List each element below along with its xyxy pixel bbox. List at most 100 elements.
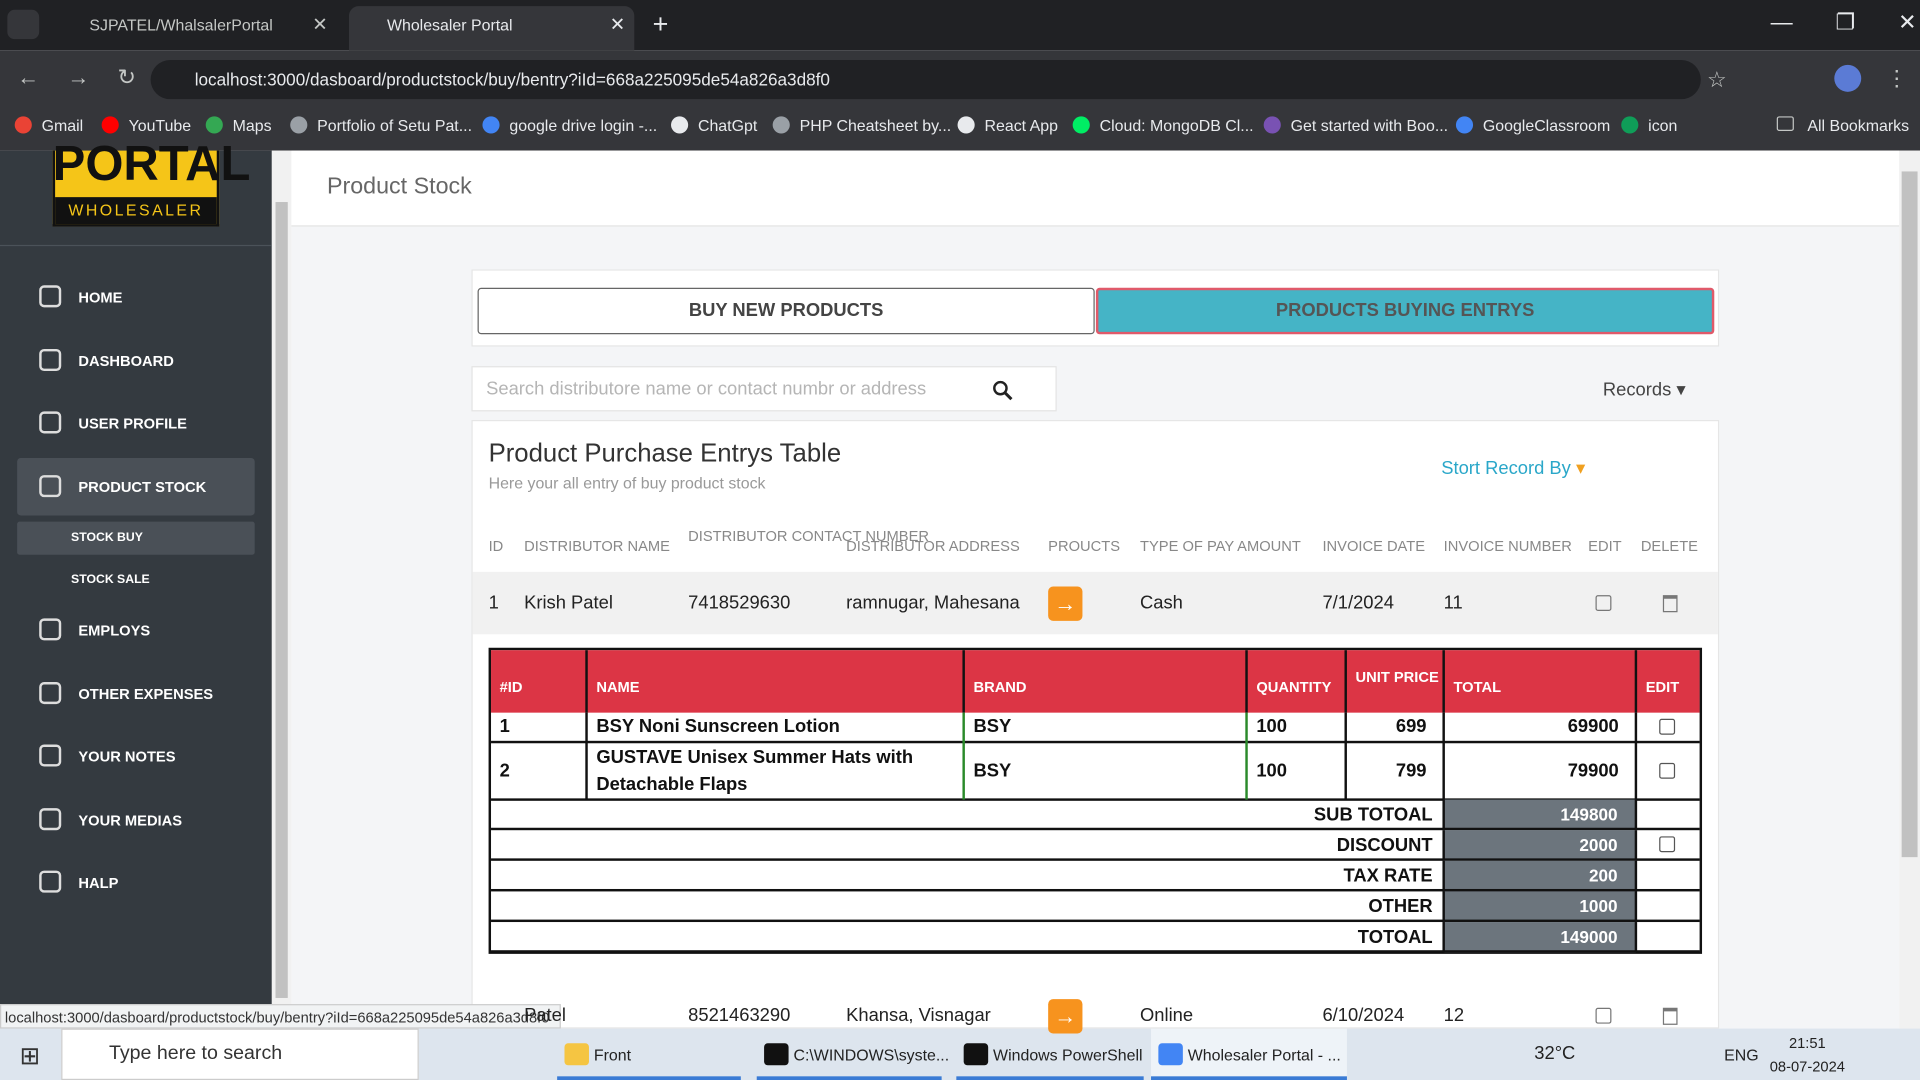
products-button[interactable]: →: [1048, 999, 1083, 1034]
app-underline[interactable]: [756, 1076, 942, 1080]
nav-item[interactable]: PRODUCT STOCK: [78, 478, 207, 496]
bookmark-icon[interactable]: [1263, 116, 1281, 134]
app-underline[interactable]: [1151, 1076, 1347, 1080]
bookmark-icon[interactable]: [671, 116, 689, 134]
search-placeholder[interactable]: Search distributore name or contact numb…: [486, 378, 927, 400]
nav-icon[interactable]: [39, 285, 62, 308]
app-label[interactable]: Front: [593, 1045, 632, 1065]
bookmark[interactable]: Maps: [232, 116, 272, 135]
active-app[interactable]: [1151, 1028, 1347, 1080]
sort-label[interactable]: Stort Record By: [1441, 457, 1571, 479]
profile[interactable]: [1834, 64, 1862, 92]
nav-buttons[interactable]: ← → ↻: [17, 64, 137, 90]
nav-sub-active[interactable]: [17, 521, 255, 555]
start-button[interactable]: ⊞: [19, 1043, 41, 1071]
bookmark[interactable]: Portfolio of Setu Pat...: [317, 116, 473, 135]
taskbar-search-text[interactable]: Type here to search: [108, 1043, 283, 1065]
tab-close[interactable]: ✕: [312, 14, 328, 36]
url[interactable]: localhost:3000/dasboard/productstock/buy…: [194, 69, 830, 90]
bookmark[interactable]: PHP Cheatsheet by...: [799, 116, 952, 135]
tab-button[interactable]: BUY NEW PRODUCTS: [477, 287, 1095, 335]
tab-close[interactable]: ✕: [609, 14, 626, 36]
bookmark-icon[interactable]: [957, 116, 975, 134]
nav-active[interactable]: [17, 457, 255, 516]
edit-icon[interactable]: [1659, 836, 1676, 853]
scroll-thumb[interactable]: [275, 202, 288, 998]
app-icon[interactable]: [963, 1043, 989, 1066]
bookmark-icon[interactable]: [772, 116, 790, 134]
nav-icon[interactable]: [39, 348, 62, 372]
bookmark-icon[interactable]: [482, 116, 500, 134]
nav-item[interactable]: USER PROFILE: [78, 415, 187, 433]
edit-icon[interactable]: [1659, 718, 1676, 735]
bookmark-icon[interactable]: [101, 116, 119, 134]
app-underline[interactable]: [557, 1076, 741, 1080]
app-underline[interactable]: [956, 1076, 1144, 1080]
bookmark-icon[interactable]: [1072, 116, 1090, 134]
bookmark[interactable]: YouTube: [128, 116, 192, 135]
nav-subitem[interactable]: STOCK SALE: [71, 573, 150, 587]
nav-item[interactable]: EMPLOYS: [78, 622, 151, 640]
clock-date[interactable]: 08-07-2024: [1769, 1057, 1845, 1076]
all-bookmarks[interactable]: All Bookmarks: [1807, 116, 1910, 135]
sort-dropdown[interactable]: Stort Record By ▾: [1441, 457, 1586, 479]
weather[interactable]: 32°C: [1534, 1043, 1576, 1065]
tab-title[interactable]: SJPATEL/WhalsalerPortal: [89, 15, 273, 35]
delete-icon[interactable]: [1662, 1007, 1678, 1025]
nav-icon[interactable]: [39, 411, 62, 434]
records-label[interactable]: Records: [1602, 379, 1672, 401]
nav-icon[interactable]: [39, 682, 62, 705]
bookmark-icon[interactable]: [14, 116, 32, 134]
nav-item[interactable]: OTHER EXPENSES: [78, 685, 214, 703]
products-button[interactable]: →: [1048, 586, 1083, 621]
bookmark-icon[interactable]: [1621, 116, 1639, 134]
clock-time[interactable]: 21:51: [1788, 1034, 1826, 1052]
app-icon[interactable]: [564, 1043, 589, 1066]
search-box[interactable]: [471, 366, 1057, 412]
app-icon[interactable]: [764, 1043, 789, 1066]
search-icon[interactable]: [992, 380, 1014, 402]
bookmark-icon[interactable]: [290, 116, 308, 134]
nav-icon[interactable]: [39, 618, 62, 641]
nav-item[interactable]: HALP: [78, 874, 119, 892]
nav-icon[interactable]: [39, 475, 62, 498]
active-tab[interactable]: [348, 6, 635, 51]
bookmark[interactable]: Cloud: MongoDB Cl...: [1099, 116, 1254, 135]
app-icon[interactable]: [1158, 1043, 1183, 1066]
scroll-thumb[interactable]: [1901, 171, 1918, 858]
nav-item[interactable]: YOUR NOTES: [78, 748, 176, 766]
nav-subitem[interactable]: STOCK BUY: [71, 531, 143, 545]
bookmark[interactable]: icon: [1648, 116, 1678, 135]
language[interactable]: ENG: [1724, 1045, 1759, 1065]
bookmark-star[interactable]: ☆: [1706, 67, 1727, 92]
nav-item[interactable]: HOME: [78, 288, 123, 307]
app-label[interactable]: Wholesaler Portal - ...: [1187, 1045, 1341, 1065]
nav-item[interactable]: DASHBOARD: [78, 352, 174, 370]
tab-button-active[interactable]: PRODUCTS BUYING ENTRYS: [1095, 287, 1715, 335]
bookmark-icon[interactable]: [1455, 116, 1474, 134]
nav-item[interactable]: YOUR MEDIAS: [78, 811, 183, 829]
records-dropdown[interactable]: Records ▾: [1602, 379, 1686, 401]
nav-icon[interactable]: [39, 870, 62, 893]
tab-menu[interactable]: [7, 9, 40, 40]
bookmark[interactable]: GoogleClassroom: [1482, 116, 1611, 135]
bookmark[interactable]: Gmail: [41, 116, 84, 135]
window-controls[interactable]: — ❐ ✕: [1770, 9, 1917, 35]
app-label[interactable]: Windows PowerShell: [993, 1045, 1143, 1065]
bookmark-icon[interactable]: [205, 116, 223, 134]
bookmark[interactable]: ChatGpt: [697, 116, 758, 135]
edit-icon[interactable]: [1595, 595, 1612, 612]
app-label[interactable]: C:\WINDOWS\syste...: [793, 1045, 950, 1065]
tab-title[interactable]: Wholesaler Portal: [386, 15, 513, 35]
taskbar-search[interactable]: [61, 1028, 419, 1080]
new-tab[interactable]: +: [652, 8, 669, 40]
bookmark[interactable]: Get started with Boo...: [1290, 116, 1449, 135]
edit-icon[interactable]: [1659, 762, 1676, 779]
nav-icon[interactable]: [39, 744, 62, 767]
menu[interactable]: ⋮: [1885, 66, 1908, 91]
edit-icon[interactable]: [1595, 1007, 1612, 1024]
bookmark[interactable]: google drive login -...: [509, 116, 658, 135]
address-bar[interactable]: [150, 60, 1701, 100]
delete-icon[interactable]: [1662, 595, 1678, 613]
bookmark[interactable]: React App: [984, 116, 1058, 135]
